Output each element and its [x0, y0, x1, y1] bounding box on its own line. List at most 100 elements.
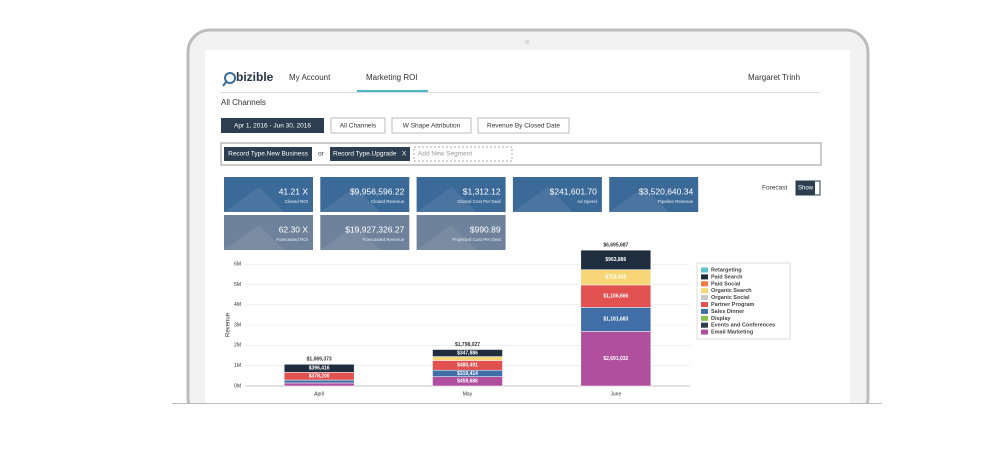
kpi-tile[interactable]	[416, 177, 506, 212]
add-segment-label: Add New Segment	[418, 151, 472, 158]
legend-label[interactable]: Display	[711, 316, 732, 322]
kpi-watermark	[320, 225, 381, 250]
logo-handle	[222, 81, 227, 87]
kpi-value: 62.30 X	[279, 224, 309, 234]
legend-swatch	[701, 329, 708, 335]
kpi-watermark	[512, 187, 573, 212]
bar-value-label: $2,691,032	[603, 356, 628, 362]
revenue-chart: Revenue 0M 1M 2M 3M 4M 5M 6M April $378,200 $396,…	[226, 242, 791, 397]
legend-label[interactable]: Email Marketing	[711, 330, 753, 336]
legend-swatch	[701, 288, 708, 294]
marketing-roi-tab[interactable]: Marketing ROI	[366, 73, 418, 82]
filter-label: W Shape Attribution	[403, 123, 461, 130]
kpi-value: $3,520,640.34	[639, 186, 694, 196]
filter-label: All Channels	[340, 123, 377, 130]
kpi-tile[interactable]	[609, 177, 699, 212]
kpi-watermark	[609, 187, 670, 212]
bar-value-label: $396,416	[309, 366, 330, 372]
bar-segment	[283, 379, 355, 384]
logo[interactable]: bizible	[236, 70, 274, 84]
segment-or: or	[318, 151, 325, 158]
forecast-button-label: Show	[798, 186, 814, 192]
date-filter[interactable]	[221, 118, 324, 133]
legend-swatch	[701, 308, 708, 314]
legend-label[interactable]: Partner Program	[711, 302, 755, 308]
bar-total-label: $6,695,687	[603, 242, 628, 248]
legend-label[interactable]: Organic Social	[711, 295, 750, 301]
kpi-label: Forecasted ROI	[276, 237, 308, 242]
kpi-label: Projected Cost Per Deal	[452, 237, 500, 242]
legend-label[interactable]: Organic Search	[711, 288, 752, 294]
bar-segment	[432, 349, 503, 357]
legend-swatch	[701, 274, 708, 280]
bar-value-label: $378,200	[309, 374, 330, 380]
legend-box	[696, 262, 791, 340]
legend-swatch	[701, 315, 708, 321]
legend-label[interactable]: Sales Dinner	[711, 309, 745, 315]
legend-label[interactable]: Retargeting	[711, 267, 742, 273]
bar-value-label: $319,414	[457, 371, 478, 377]
bar-value-label: $459,686	[457, 379, 478, 385]
kpi-watermark	[224, 225, 284, 250]
kpi-value: $1,312.12	[463, 186, 501, 196]
legend-label[interactable]: Paid Social	[711, 281, 741, 287]
attribution-filter[interactable]	[391, 117, 472, 134]
y-tick-label: 4M	[234, 302, 241, 308]
base-cover	[0, 403, 1000, 466]
kpi-label: Closed Cost Per Deal	[457, 199, 500, 204]
segment-chip[interactable]	[330, 147, 410, 161]
kpi-value: $990.89	[470, 224, 501, 234]
page-title: All Channels	[221, 98, 266, 107]
legend-label[interactable]: Paid Search	[711, 274, 743, 280]
legend-swatch	[701, 295, 708, 301]
kpi-value: $19,927,326.27	[345, 224, 404, 234]
kpi-label: Forecasted Revenue	[363, 237, 405, 242]
y-tick-label: 5M	[234, 282, 241, 288]
kpi-tile[interactable]	[320, 215, 410, 250]
segment-chip-label: Record Type.Upgrade	[333, 151, 397, 158]
kpi-tile[interactable]	[512, 177, 602, 212]
channel-filter[interactable]	[330, 117, 386, 134]
kpi-tile[interactable]	[224, 177, 313, 212]
y-axis-label: Revenue	[226, 312, 232, 337]
legend-swatch	[701, 281, 708, 287]
y-tick-label: 1M	[234, 363, 241, 369]
x-tick-label: May	[463, 391, 473, 397]
kpi-watermark	[416, 225, 477, 250]
y-tick-label: 2M	[234, 343, 241, 349]
bar-segment	[580, 249, 652, 270]
kpi-tile[interactable]	[320, 177, 410, 212]
kpi-tile[interactable]	[416, 215, 506, 250]
forecast-button[interactable]	[796, 181, 815, 195]
x-tick-label: April	[314, 391, 324, 397]
bar-value-label: $1,106,666	[603, 294, 628, 300]
my-account-menu[interactable]: My Account	[289, 73, 331, 82]
x-tick-label: June	[610, 391, 621, 397]
bar-value-label: $752,420	[605, 275, 626, 281]
bar-value-label: $963,886	[605, 257, 626, 263]
kpi-label: Pipeline Revenue	[658, 199, 694, 204]
logo-icon	[224, 72, 236, 84]
segment-remove[interactable]: X	[402, 151, 407, 158]
revenue-filter[interactable]	[477, 117, 570, 134]
y-tick-label: 0M	[234, 383, 241, 389]
legend-swatch	[701, 267, 708, 273]
forecast-label: Forecast	[762, 185, 787, 192]
legend-label[interactable]: Events and Conferences	[711, 323, 775, 329]
filter-label: Revenue By Closed Date	[487, 123, 560, 130]
add-segment[interactable]	[413, 146, 513, 162]
segment-chip-label: Record Type.New Business	[228, 151, 308, 158]
bar-total-label: $1,069,373	[307, 357, 332, 363]
kpi-label: Ad Spend	[577, 199, 597, 204]
kpi-value: 41.21 X	[279, 186, 309, 196]
bar-value-label: $480,491	[457, 363, 478, 369]
bar-segment	[283, 382, 355, 387]
legend-swatch	[701, 302, 708, 307]
segment-chip[interactable]	[224, 147, 312, 161]
legend-swatch	[701, 322, 708, 328]
kpi-watermark	[320, 187, 381, 212]
user-menu[interactable]: Margaret Trinh	[748, 73, 800, 82]
kpi-label: Closed ROI	[285, 199, 308, 204]
kpi-watermark	[416, 187, 477, 212]
kpi-tile[interactable]	[224, 215, 313, 250]
